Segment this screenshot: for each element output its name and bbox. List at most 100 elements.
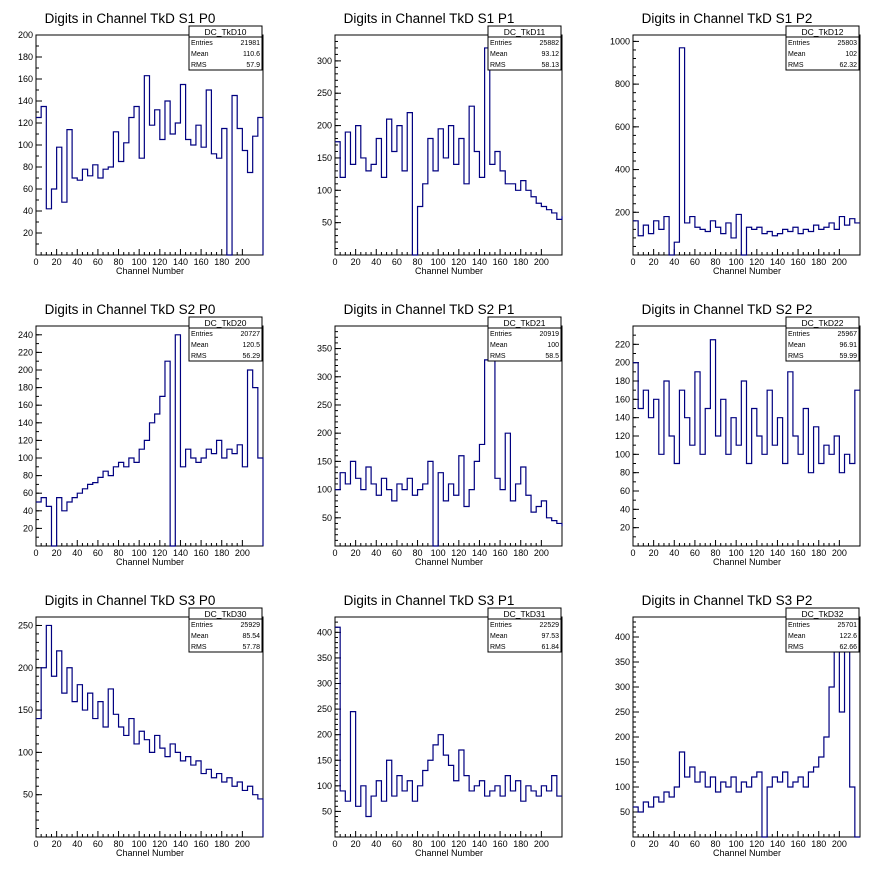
stats-value: 21981 [241, 40, 261, 47]
histogram-panel: Digits in Channel TkD S3 P2 0 20 40 60 80 100 1… [615, 593, 861, 858]
x-tick-label: 60 [392, 839, 402, 849]
y-tick-label: 100 [317, 185, 332, 195]
x-tick-label: 60 [93, 839, 103, 849]
x-tick-label: 180 [214, 839, 229, 849]
stats-value: 57.78 [242, 644, 260, 651]
x-tick-label: 200 [832, 839, 847, 849]
y-tick-label: 300 [615, 682, 630, 692]
x-tick-label: 0 [33, 548, 38, 558]
x-tick-label: 80 [413, 548, 423, 558]
x-tick-label: 20 [649, 257, 659, 267]
x-tick-label: 40 [371, 839, 381, 849]
x-tick-label: 80 [711, 839, 721, 849]
x-tick-label: 0 [332, 548, 337, 558]
y-tick-label: 100 [615, 449, 630, 459]
stats-label: RMS [490, 353, 506, 360]
x-tick-label: 180 [513, 839, 528, 849]
x-tick-label: 120 [152, 548, 167, 558]
x-tick-label: 180 [811, 839, 826, 849]
x-tick-label: 20 [351, 839, 361, 849]
stats-label: Mean [191, 633, 209, 640]
x-tick-label: 40 [669, 839, 679, 849]
y-tick-label: 350 [615, 657, 630, 667]
x-tick-label: 60 [93, 548, 103, 558]
stats-value: 57.9 [246, 62, 260, 69]
stats-title: DC_TkD30 [204, 609, 246, 619]
x-tick-label: 120 [749, 257, 764, 267]
y-tick-label: 200 [615, 207, 630, 217]
x-tick-label: 80 [711, 548, 721, 558]
x-tick-label: 160 [791, 257, 806, 267]
stats-label: Mean [788, 633, 806, 640]
histogram-series [335, 336, 563, 547]
y-tick-label: 140 [18, 96, 33, 106]
x-tick-label: 120 [451, 257, 466, 267]
x-tick-label: 0 [332, 839, 337, 849]
y-tick-label: 140 [18, 418, 33, 428]
histogram-panel: Digits in Channel TkD S1 P0 0 20 40 60 80 100 1… [18, 11, 264, 276]
x-tick-label: 80 [114, 839, 124, 849]
x-tick-label: 200 [832, 257, 847, 267]
x-tick-label: 140 [173, 257, 188, 267]
chart-title: Digits in Channel TkD S3 P0 [45, 593, 216, 608]
y-tick-label: 60 [620, 486, 630, 496]
stats-value: 100 [547, 342, 559, 349]
y-tick-label: 350 [317, 653, 332, 663]
stats-title: DC_TkD31 [503, 609, 545, 619]
stats-title: DC_TkD10 [204, 27, 246, 37]
x-tick-label: 0 [630, 548, 635, 558]
y-tick-label: 200 [317, 121, 332, 131]
histogram-panel: Digits in Channel TkD S2 P2 0 20 40 60 80 100 1… [615, 302, 861, 567]
stats-box [188, 607, 263, 653]
x-tick-label: 140 [472, 257, 487, 267]
x-tick-label: 160 [493, 839, 508, 849]
stats-value: 110.6 [243, 51, 260, 58]
stats-label: Mean [490, 633, 508, 640]
x-tick-label: 140 [770, 839, 785, 849]
x-tick-label: 140 [770, 548, 785, 558]
y-tick-label: 150 [615, 757, 630, 767]
x-tick-label: 100 [132, 257, 147, 267]
stats-label: Entries [788, 331, 810, 338]
y-tick-label: 20 [23, 523, 33, 533]
y-tick-label: 350 [317, 344, 332, 354]
x-tick-label: 40 [669, 548, 679, 558]
x-tick-label: 20 [649, 839, 659, 849]
stats-label: Mean [788, 342, 806, 349]
x-tick-label: 40 [669, 257, 679, 267]
y-tick-label: 100 [317, 781, 332, 791]
y-tick-label: 150 [317, 153, 332, 163]
stats-label: RMS [788, 62, 804, 69]
x-tick-label: 160 [791, 839, 806, 849]
x-tick-label: 160 [493, 257, 508, 267]
histogram-panel: Digits in Channel TkD S2 P0 0 20 40 60 80 100 1… [18, 302, 264, 567]
x-tick-label: 120 [749, 839, 764, 849]
y-tick-label: 250 [615, 707, 630, 717]
x-axis-title: Channel Number [116, 266, 184, 276]
x-tick-label: 0 [630, 839, 635, 849]
stats-value: 102 [845, 51, 857, 58]
stats-label: RMS [490, 62, 506, 69]
histogram-panel: Digits in Channel TkD S3 P1 0 20 40 60 80 100 1… [317, 593, 563, 858]
histogram-series [633, 626, 860, 838]
stats-value: 97.53 [541, 633, 559, 640]
y-tick-label: 300 [317, 372, 332, 382]
y-tick-label: 40 [23, 506, 33, 516]
stats-label: RMS [191, 62, 207, 69]
y-tick-label: 400 [615, 632, 630, 642]
y-tick-label: 50 [620, 807, 630, 817]
x-tick-label: 120 [152, 839, 167, 849]
x-tick-label: 20 [649, 548, 659, 558]
x-tick-label: 200 [235, 257, 250, 267]
y-tick-label: 200 [317, 428, 332, 438]
x-tick-label: 0 [332, 257, 337, 267]
x-axis-title: Channel Number [713, 266, 781, 276]
y-tick-label: 180 [615, 376, 630, 386]
x-tick-label: 120 [152, 257, 167, 267]
stats-value: 20919 [540, 331, 560, 338]
y-tick-label: 100 [18, 747, 33, 757]
y-tick-label: 20 [620, 523, 630, 533]
histogram-series [36, 624, 264, 837]
chart-title: Digits in Channel TkD S2 P2 [642, 302, 813, 317]
